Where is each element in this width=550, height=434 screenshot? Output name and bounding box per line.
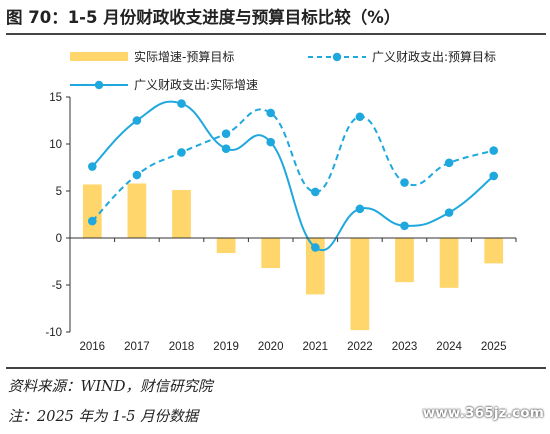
y-tick-label: 10	[49, 139, 62, 151]
bar	[172, 190, 191, 238]
budget-target-point	[221, 129, 231, 138]
actual-growth-point	[489, 171, 499, 181]
actual-growth-point	[355, 204, 365, 214]
actual-growth-line	[91, 100, 495, 252]
bar	[82, 184, 102, 238]
legend-label-dashed: 广义财政支出:预算目标	[372, 49, 496, 64]
actual-growth-point	[444, 208, 454, 217]
legend-label-solid: 广义财政支出:实际增速	[134, 77, 258, 92]
x-tick-label: 2019	[213, 341, 239, 353]
legend-swatch-bar	[70, 52, 128, 61]
budget-target-point	[311, 187, 320, 197]
budget-target-point	[400, 178, 409, 187]
actual-growth-point	[400, 221, 409, 231]
chart-svg: 15 10 5 0 -5 -10 2016 2017 2018 2019 2020 2021 2022 2…	[45, 49, 517, 353]
x-tick-label: 2018	[169, 341, 195, 353]
actual-growth-point	[132, 116, 142, 125]
budget-target-point	[132, 170, 142, 180]
x-tick-label: 2016	[80, 341, 106, 353]
y-tick-label: 15	[49, 92, 62, 104]
y-tick-label: -5	[52, 280, 62, 292]
legend-marker-dashed	[332, 52, 342, 62]
bar	[261, 238, 281, 269]
budget-target-point	[444, 158, 454, 168]
legend-marker-solid	[94, 80, 104, 90]
chart-title: 图 70：1-5 月份财政收支进度与预算目标比较（%）	[6, 8, 401, 27]
actual-growth-point	[311, 243, 320, 252]
y-tick-label: 5	[56, 186, 62, 198]
y-tick-label: 0	[56, 233, 62, 245]
bar	[350, 238, 370, 331]
x-tick-label: 2023	[392, 341, 418, 353]
x-tick-label: 2025	[481, 341, 507, 353]
watermark: www.365jz.com	[422, 405, 544, 421]
bar	[439, 238, 459, 288]
title-divider	[6, 33, 546, 35]
budget-target-point	[355, 112, 365, 122]
bar	[395, 238, 414, 283]
x-tick-label: 2017	[124, 341, 150, 353]
footnote: 注：2025 年为 1-5 月份数据	[8, 409, 199, 425]
source-note: 资料来源：WIND，财信研究院	[8, 379, 213, 395]
budget-target-point	[266, 108, 276, 118]
bar	[305, 238, 325, 295]
budget-target-point	[489, 146, 499, 155]
x-tick-label: 2020	[258, 341, 284, 353]
actual-growth-point	[266, 137, 276, 147]
actual-growth-point	[177, 99, 186, 108]
actual-growth-point	[88, 162, 97, 171]
budget-target-point	[177, 148, 186, 157]
bar	[216, 238, 236, 254]
legend-label-bar: 实际增速-预算目标	[134, 49, 234, 64]
actual-growth-point	[221, 144, 231, 153]
bar	[127, 183, 147, 238]
footer-divider	[6, 367, 546, 369]
budget-target-line	[91, 108, 494, 222]
y-tick-label: -10	[45, 327, 62, 339]
x-tick-label: 2022	[347, 341, 373, 353]
bar	[484, 238, 504, 264]
x-tick-label: 2021	[303, 341, 329, 353]
budget-target-point	[88, 216, 97, 226]
x-tick-label: 2024	[436, 341, 462, 353]
